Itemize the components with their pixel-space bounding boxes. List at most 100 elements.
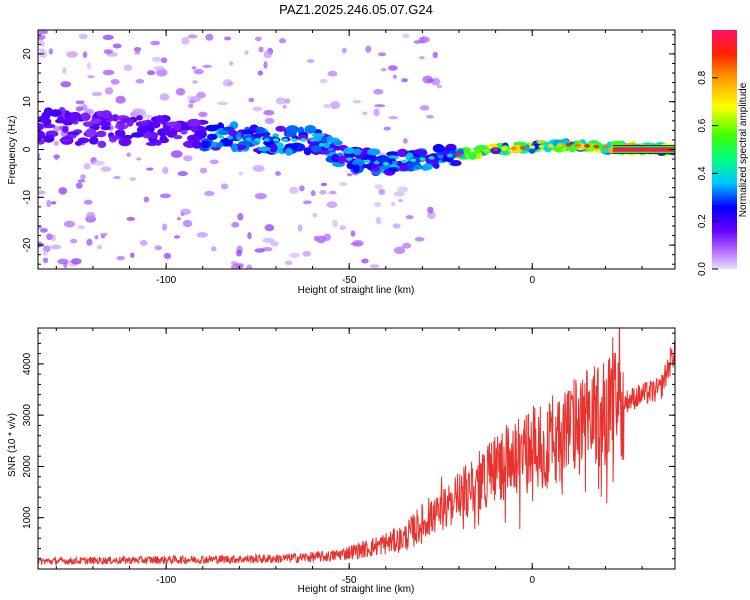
spectrogram-cell [103,49,114,54]
spectrogram-cell [465,151,472,155]
spectrogram-cell [87,75,95,79]
spectrogram-cell [154,245,162,251]
spectrogram-cell [173,235,181,239]
spectrogram-cell [432,143,445,153]
spectrogram-cell [510,146,517,151]
spectrogram-cell [501,147,508,151]
spectrogram-cell [123,64,133,72]
spectrogram-cell [275,125,287,132]
spectrogram-cell [245,137,252,141]
spectrogram-cell [352,164,360,173]
spectrogram-cell [147,70,156,76]
spectrogram-cell [248,97,255,103]
spectrogram-cell [215,142,224,148]
spectrogram-cell [382,162,389,166]
spectrogram-cell [130,252,135,258]
spectrogram-cell [43,134,55,143]
spectrogram-cell [436,84,443,89]
spectrogram-cell [187,34,198,39]
spectrogram-cell [428,156,435,160]
spectrogram-cell [393,191,405,197]
spectrogram-cell [118,137,132,147]
snr-y-tick-label: 4000 [22,352,33,375]
spectrogram-x-tick-label: -50 [342,275,357,286]
colorbar-label: Normalized spectral amplitude [738,82,749,217]
chart-title: PAZ1.2025.246.05.07.G24 [279,2,433,17]
spectrogram-cell [170,150,183,158]
spectrogram-cell [391,160,398,165]
spectrogram-cell [220,137,233,147]
spectrogram-carrier [612,147,675,152]
spectrogram-cell [321,136,328,143]
spectrogram-cell [246,264,253,269]
spectrogram-cell [386,151,400,157]
spectrogram-cell [75,182,83,189]
spectrogram-cell [120,118,129,123]
spectrogram-cell [323,142,331,149]
spectrogram-cell [173,122,182,132]
spectrogram-cell [133,46,142,52]
spectrogram-cell [373,88,384,95]
spectrogram-cell [375,216,382,225]
spectrogram-cell [337,154,346,164]
colorbar-gradient [712,30,737,269]
spectrogram-cell [180,129,188,135]
spectrogram-y-label: Frequency (Hz) [7,116,18,185]
spectrogram-cell [320,149,331,155]
spectrogram-cell [86,238,93,246]
spectrogram-cell [231,143,239,153]
spectrogram-y-tick-label: 20 [22,48,33,60]
spectrogram-cell [147,121,161,129]
spectrogram-cell [237,213,244,221]
spectrogram-cell [93,160,105,166]
spectrogram-cell [303,147,312,156]
spectrogram-cell [100,166,112,172]
spectrogram-cell [176,217,181,221]
spectrogram-cell [240,129,255,135]
spectrogram-cell [200,140,212,149]
spectrogram-cell [83,163,91,170]
spectrogram-cell [43,245,51,253]
spectrogram-cell [227,81,234,86]
spectrogram-cell [352,148,362,156]
spectrogram-cell [383,126,391,131]
spectrogram-cell [373,201,382,207]
spectrogram-cell [100,232,108,236]
spectrogram-cell [456,152,463,157]
spectrogram-cell [387,65,398,71]
spectrogram-cell [78,33,88,40]
spectrogram-cell [322,104,331,109]
spectrogram-cell [235,249,242,257]
spectrogram-cell [346,162,354,170]
spectrogram-cell [282,138,289,142]
spectrogram-cell [38,130,46,140]
spectrogram-cell [97,244,102,250]
spectrogram-cell [199,167,208,174]
spectrogram-cell [297,224,303,232]
spectrogram-cell [374,184,384,190]
spectrogram-x-ticks: -100 -50 0 [55,30,643,286]
spectrogram-cell [155,139,162,146]
spectrogram-cell [483,148,490,153]
spectrogram-cell [70,258,82,265]
spectrogram-cell [146,167,154,171]
colorbar-tick-label: 0.8 [697,70,708,84]
spectrogram-cell [302,250,312,257]
snr-y-ticks: 1000 2000 3000 4000 [22,332,675,570]
spectrogram-cell [329,101,341,110]
spectrogram-cell [134,51,141,55]
spectrogram-cell [77,179,86,183]
spectrogram-cell [392,74,397,79]
snr-y-tick-label: 3000 [22,404,33,427]
spectrogram-cell [139,120,149,127]
spectrogram-cell [362,111,368,115]
spectrogram-y-tick-label: -20 [22,237,33,252]
spectrogram-cell [136,109,147,117]
spectrogram-cell [264,224,275,232]
spectrogram-cell [574,143,581,148]
spectrogram-cell [529,145,536,149]
spectrogram-cell [397,186,408,193]
spectrogram-cell [66,51,78,58]
spectrogram-cell [313,235,319,242]
